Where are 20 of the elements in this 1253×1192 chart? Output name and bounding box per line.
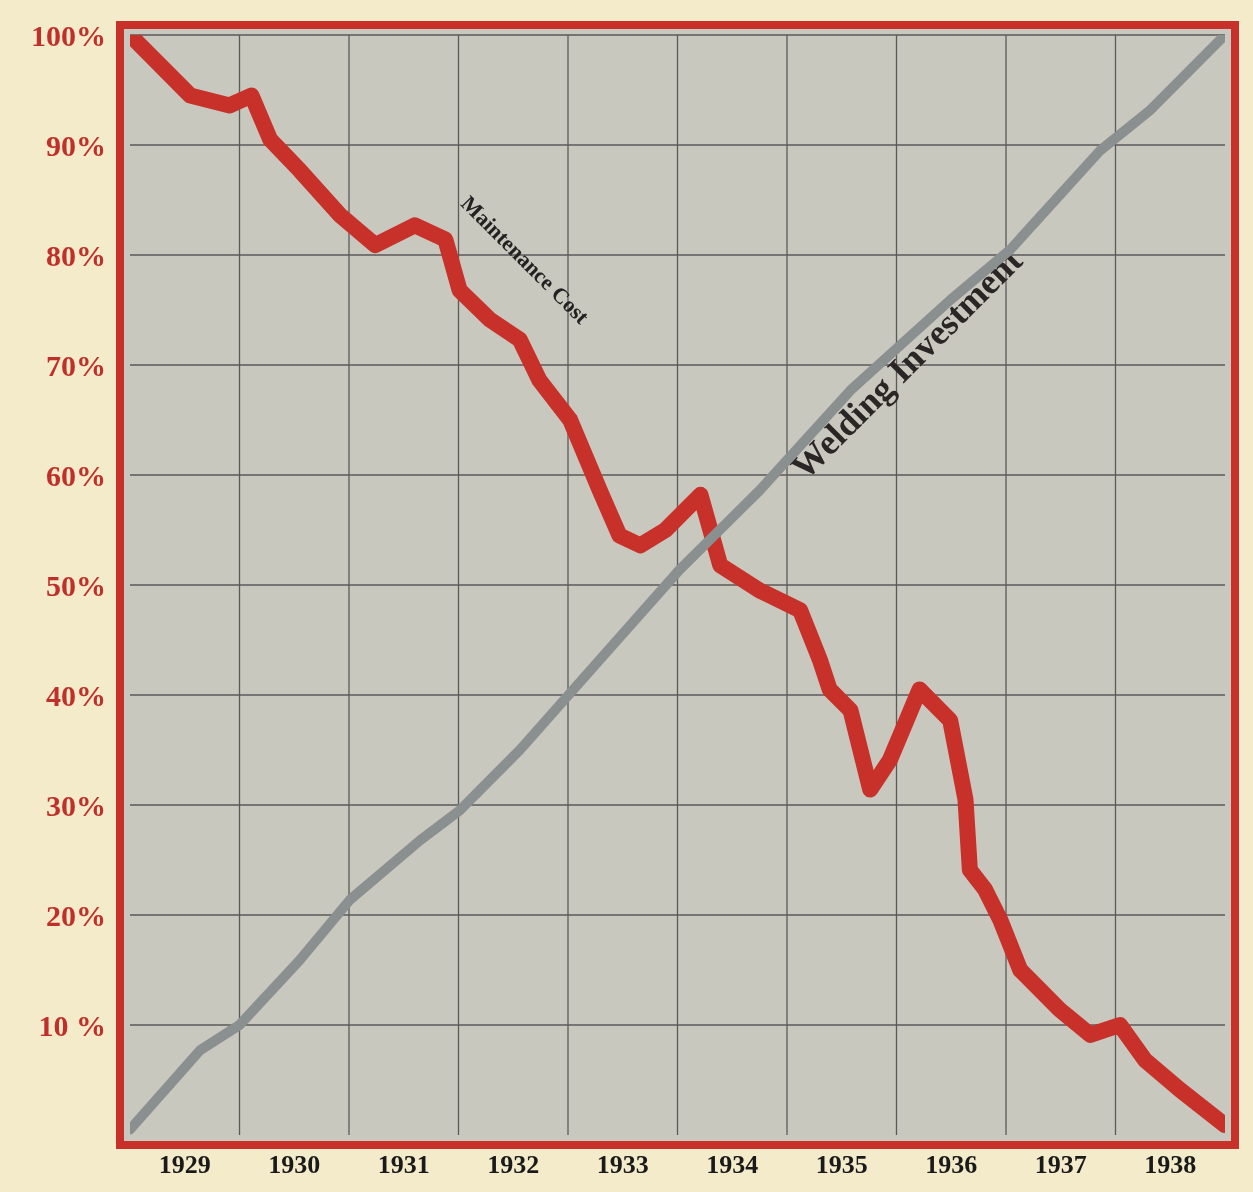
x-tick-label: 1932 [487,1150,540,1180]
y-tick-label: 80% [46,238,106,272]
y-tick-label: 40% [46,678,106,712]
y-tick-label: 90% [46,128,106,162]
y-tick-label: 100% [31,18,106,52]
y-tick-label: 50% [46,568,106,602]
x-tick-label: 1935 [815,1150,868,1180]
x-tick-label: 1934 [706,1150,759,1180]
x-tick-label: 1930 [268,1150,321,1180]
y-tick-label: 60% [46,458,106,492]
y-tick-label: 10 % [38,1008,106,1042]
x-tick-label: 1936 [925,1150,978,1180]
y-tick-label: 20% [46,898,106,932]
x-tick-label: 1931 [377,1150,430,1180]
x-tick-label: 1938 [1144,1150,1197,1180]
y-tick-label: 30% [46,788,106,822]
x-tick-label: 1933 [596,1150,649,1180]
x-tick-label: 1929 [158,1150,211,1180]
y-tick-label: 70% [46,348,106,382]
x-tick-label: 1937 [1034,1150,1087,1180]
